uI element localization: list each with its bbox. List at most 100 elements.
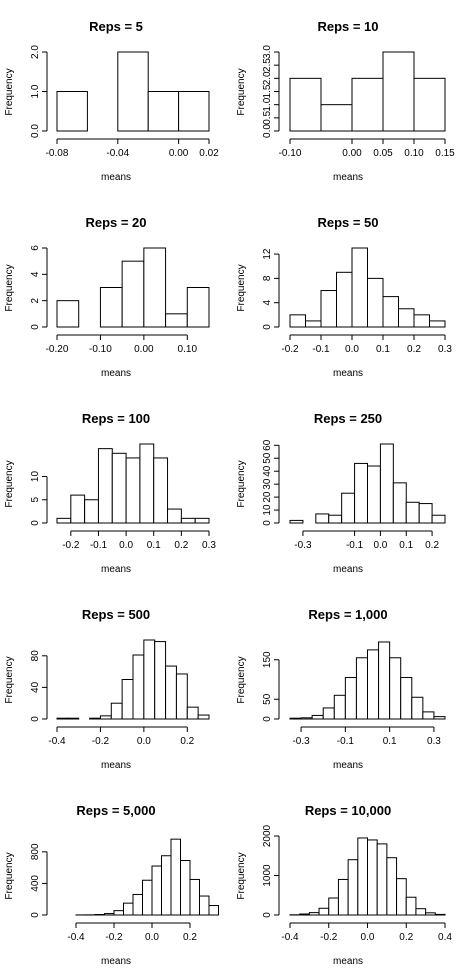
y-axis-label: Frequency <box>236 264 247 311</box>
histogram-bar <box>180 517 196 524</box>
histogram-bar <box>289 77 322 132</box>
x-tick-label: 0.3 <box>427 736 441 747</box>
x-axis-label: means <box>333 760 363 771</box>
x-tick-label: 0.2 <box>174 540 188 551</box>
histogram-bar <box>396 878 407 916</box>
histogram-bar <box>132 893 143 916</box>
chart-title: Reps = 10 <box>317 19 378 34</box>
x-tick-label: -0.2 <box>281 344 299 355</box>
histogram-bar <box>178 91 210 132</box>
histogram-bar <box>151 865 162 916</box>
x-tick-label: 0.00 <box>134 344 154 355</box>
histogram-bar <box>121 260 145 328</box>
histogram-bar <box>411 696 424 720</box>
x-tick-label: 0.1 <box>383 736 397 747</box>
y-tick-label: 0.0 <box>30 124 41 138</box>
histogram-bar <box>413 77 446 132</box>
y-tick-label: 80 <box>30 650 41 662</box>
x-tick-label: -0.4 <box>48 736 66 747</box>
histogram-bar <box>165 313 188 328</box>
x-tick-label: 0.00 <box>342 148 362 159</box>
x-tick-label: -0.3 <box>292 736 310 747</box>
chart-title: Reps = 10,000 <box>305 803 391 818</box>
histogram-bar <box>142 879 153 916</box>
histogram-bar <box>110 702 123 720</box>
histogram-panel: Reps = 1,000 -0.3 -0.1 0.1 0.3 0 50 150 means Fre… <box>232 588 464 784</box>
histogram-bar <box>378 641 391 720</box>
histogram-bar <box>84 499 99 524</box>
histogram-bar <box>382 51 415 132</box>
histogram-bar <box>186 287 210 328</box>
histogram-bar <box>104 913 115 916</box>
histogram-svg: Reps = 10,000 -0.4 -0.2 0.0 0.2 0.4 0 1000 2000 m… <box>236 803 452 967</box>
y-tick-label: 2.0 <box>262 71 273 85</box>
histogram-bar <box>341 492 356 524</box>
histogram-bar <box>67 717 80 720</box>
histogram-bar <box>367 277 384 328</box>
y-tick-label: 0 <box>30 324 41 330</box>
histogram-bar <box>117 51 149 132</box>
histogram-bar <box>194 517 210 524</box>
histogram-bar <box>111 452 127 524</box>
y-axis-label: Frequency <box>4 852 15 899</box>
histogram-bar <box>328 897 339 916</box>
histogram-bar <box>197 714 210 720</box>
x-tick-label: -0.4 <box>281 932 299 943</box>
x-tick-label: -0.3 <box>294 540 312 551</box>
histogram-svg: Reps = 10 -0.10 0.00 0.05 0.10 0.15 0.00.51.01… <box>236 19 455 183</box>
histogram-panel: Reps = 20 -0.20 -0.10 0.00 0.10 0 2 4 6 means Freq… <box>0 196 232 392</box>
y-tick-label: 0 <box>30 520 41 526</box>
histogram-bar <box>70 494 86 524</box>
histogram-bar <box>367 465 381 524</box>
histogram-svg: Reps = 50 -0.2 -0.1 0.0 0.1 0.2 0.3 0 4 8 12 means F… <box>236 215 452 379</box>
histogram-bar <box>89 717 101 720</box>
x-axis-label: means <box>101 564 131 575</box>
histogram-panel: Reps = 10 -0.10 0.00 0.05 0.10 0.15 0.0 0.5 1.0 1… <box>232 0 464 196</box>
y-tick-label: 1.5 <box>262 84 273 98</box>
x-tick-label: -0.10 <box>279 148 302 159</box>
histogram-svg: Reps = 500 -0.4 -0.2 0.0 0.2 0 40 80 means Freque… <box>4 607 210 771</box>
histogram-bar <box>344 677 357 720</box>
histogram-bar <box>433 716 446 720</box>
histogram-bar <box>300 717 313 720</box>
x-tick-label: 0.02 <box>199 148 219 159</box>
y-axis-label: Frequency <box>4 656 15 703</box>
x-tick-label: 0.0 <box>373 540 387 551</box>
y-tick-label: 1000 <box>262 864 273 887</box>
histogram-bar <box>289 314 306 328</box>
y-tick-label: 2.5 <box>262 58 273 72</box>
histogram-panel: Reps = 5,000 -0.4 -0.2 0.0 0.2 0 400 800 means Fr… <box>0 784 232 980</box>
y-tick-label: 0 <box>262 324 273 330</box>
histogram-bar <box>347 859 359 916</box>
y-tick-label: 800 <box>30 843 41 860</box>
histogram-bar <box>328 514 343 524</box>
x-tick-label: 0.2 <box>425 540 439 551</box>
x-tick-label: 0.1 <box>399 540 413 551</box>
histogram-bar <box>121 679 134 720</box>
histogram-panel: Reps = 5 -0.08 -0.04 0.00 0.02 0.0 1.0 2.0 means… <box>0 0 232 196</box>
y-tick-label: 1.0 <box>262 97 273 111</box>
y-tick-label: 6 <box>30 245 41 251</box>
histogram-bar <box>337 878 349 916</box>
x-tick-label: -0.1 <box>312 344 330 355</box>
histogram-panel: Reps = 50 -0.2 -0.1 0.0 0.1 0.2 0.3 0 4 8 12 means F… <box>232 196 464 392</box>
histogram-bar <box>320 104 353 132</box>
histogram-bar <box>123 902 134 916</box>
y-tick-label: 5 <box>30 497 41 503</box>
x-axis-label: means <box>333 172 363 183</box>
y-axis-label: Frequency <box>236 68 247 115</box>
x-tick-label: 0.0 <box>119 540 133 551</box>
x-tick-label: -0.1 <box>90 540 108 551</box>
x-tick-label: -0.08 <box>46 148 69 159</box>
x-tick-label: -0.04 <box>106 148 129 159</box>
histogram-svg: Reps = 5 -0.08 -0.04 0.00 0.02 0.0 1.0 2.0 means… <box>4 19 219 183</box>
y-tick-label: 4 <box>262 299 273 305</box>
y-axis-label: Frequency <box>236 460 247 507</box>
histogram-bar <box>429 320 446 328</box>
y-tick-label: 0 <box>262 912 273 918</box>
histogram-bar <box>289 519 304 524</box>
histogram-bar <box>382 296 399 328</box>
y-tick-label: 40 <box>262 465 273 477</box>
histogram-svg: Reps = 250 -0.3 -0.1 0.0 0.1 0.2 0 102030405060… <box>236 411 446 575</box>
y-tick-label: 3.0 <box>262 45 273 59</box>
